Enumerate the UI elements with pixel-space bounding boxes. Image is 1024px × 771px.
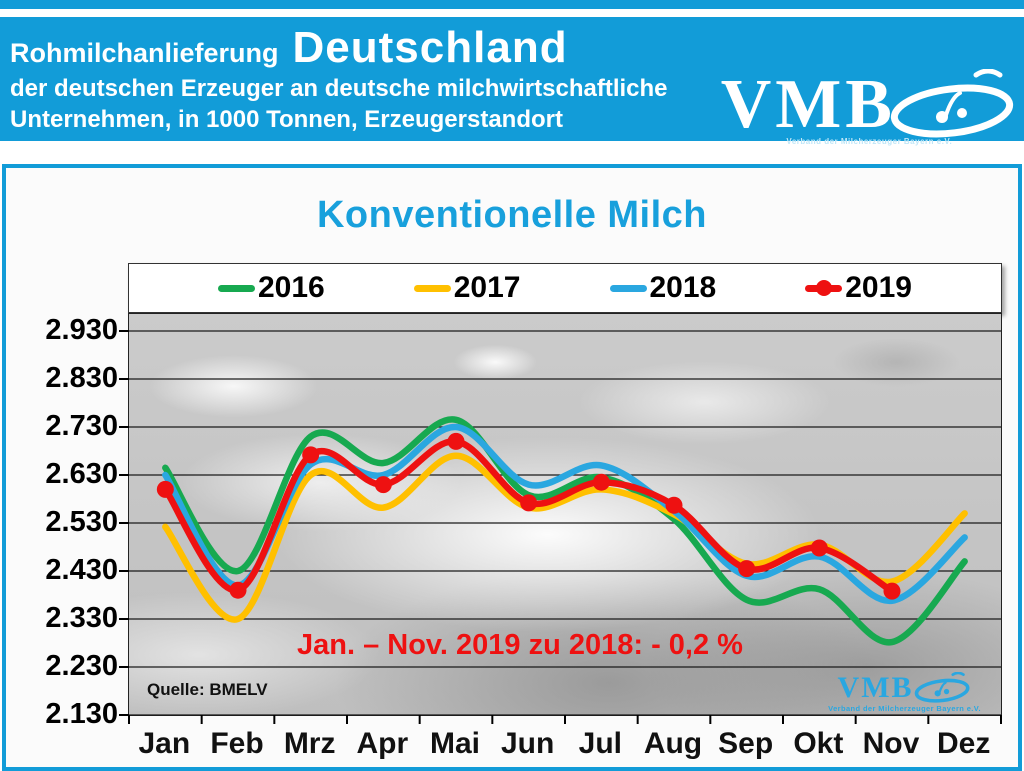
- legend-swatch-2018: [609, 284, 647, 292]
- legend-label: 2017: [453, 271, 521, 304]
- y-axis-label: 2.130: [45, 698, 118, 730]
- vmb-logo-tagline: Verband der Milcherzeuger Bayern e.V.: [786, 137, 953, 146]
- vmb-logo: VMB Verband der Milcherzeuger Bayern e.V…: [721, 69, 1018, 146]
- legend-item-2018: 2018: [609, 271, 717, 305]
- data-point-marker-2019: [592, 473, 610, 491]
- header-banner: Rohmilchanlieferung Deutschland der deut…: [0, 17, 1024, 146]
- chart-title: Konventionelle Milch: [316, 194, 708, 236]
- vmb-watermark-text: VMB: [837, 671, 914, 704]
- data-point-marker-2019: [665, 496, 683, 514]
- data-point-marker-2019: [229, 581, 247, 599]
- y-axis-label: 2.230: [45, 650, 118, 682]
- x-axis-label: Nov: [862, 727, 920, 760]
- vmb-watermark-tagline: Verband der Milcherzeuger Bayern e.V.: [828, 704, 981, 713]
- legend-item-2019: 2019: [805, 271, 912, 305]
- y-axis-label: 2.430: [45, 554, 118, 586]
- series-line-2018: [162, 423, 968, 605]
- x-axis-label: Okt: [793, 727, 844, 760]
- legend-label: 2018: [649, 271, 717, 304]
- vmb-watermark: VMB Verband der Milcherzeuger Bayern e.V…: [828, 672, 981, 713]
- chart-legend: 2016 2017 2018 2019: [128, 263, 1002, 313]
- report-title: Rohmilchanlieferung: [10, 38, 279, 68]
- vmb-logo-text: VMB: [720, 66, 896, 143]
- report-subtitle-line2: Unternehmen, in 1000 Tonnen, Erzeugersta…: [10, 106, 563, 133]
- x-axis-label: Jan: [138, 727, 191, 760]
- vmb-swirl-icon: [890, 69, 1014, 138]
- legend-swatch-2019: [805, 280, 843, 296]
- x-axis-label: Aug: [643, 727, 703, 760]
- y-axis-label: 2.330: [45, 602, 118, 634]
- data-point-marker-2019: [374, 476, 392, 494]
- x-axis-label: Sep: [718, 727, 774, 760]
- y-axis-label: 2.930: [45, 314, 118, 346]
- series-line-2016: [162, 416, 968, 646]
- legend-label: 2016: [258, 271, 325, 304]
- x-axis-label: Mai: [429, 727, 480, 760]
- y-axis-label: 2.530: [45, 506, 118, 538]
- data-point-marker-2019: [156, 480, 174, 498]
- annotation-text: Jan. – Nov. 2019 zu 2018: - 0,2 %: [297, 629, 743, 661]
- y-axis-label: 2.830: [45, 362, 118, 394]
- x-axis-label: Feb: [210, 727, 264, 760]
- data-point-marker-2019: [302, 446, 320, 464]
- x-axis-label: Jul: [578, 727, 622, 760]
- vmb-watermark-swirl-icon: [914, 672, 970, 703]
- x-axis-label: Mrz: [283, 727, 336, 760]
- data-point-marker-2019: [520, 494, 538, 512]
- x-axis-label: Apr: [356, 727, 409, 760]
- header-text-block: Rohmilchanlieferung Deutschland der deut…: [10, 23, 668, 135]
- legend-item-2016: 2016: [218, 271, 325, 305]
- plot-area: Jan. – Nov. 2019 zu 2018: - 0,2 % Quelle…: [119, 313, 1002, 724]
- legend-item-2017: 2017: [413, 271, 521, 305]
- legend-swatch-2016: [218, 284, 255, 292]
- top-border-strip: [0, 0, 1024, 9]
- legend-swatch-2017: [413, 284, 451, 292]
- y-axis-label: 2.730: [45, 410, 118, 442]
- y-axis-label: 2.630: [45, 458, 118, 490]
- report-subtitle-line1: der deutschen Erzeuger an deutsche milch…: [10, 75, 668, 102]
- chart-panel: Konventionelle Milch 2016 2017 2018 2019 Ja…: [2, 164, 1022, 771]
- legend-marker-dot: [815, 280, 832, 296]
- data-point-marker-2019: [447, 432, 465, 450]
- x-axis-label: Dez: [936, 727, 991, 760]
- report-region-title: Deutschland: [292, 23, 568, 72]
- source-label: Quelle: BMELV: [147, 680, 268, 699]
- data-point-marker-2019: [810, 539, 828, 557]
- data-point-marker-2019: [738, 560, 756, 578]
- legend-label: 2019: [845, 271, 912, 304]
- plot-svg: [119, 330, 1002, 724]
- data-point-marker-2019: [883, 582, 901, 600]
- x-axis-label: Jun: [500, 727, 555, 760]
- series-line-2019: [162, 438, 896, 595]
